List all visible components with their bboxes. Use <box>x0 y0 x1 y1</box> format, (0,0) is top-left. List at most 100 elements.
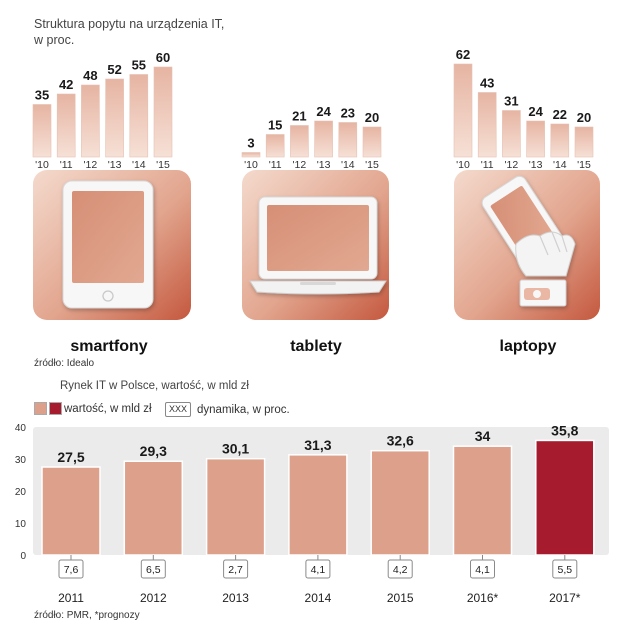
dynamics-box-4 <box>387 559 413 579</box>
tick-label-tablety-4: '14 <box>341 159 355 171</box>
bar-tablety-2 <box>290 125 309 158</box>
tick-label-smartfony-4: '14 <box>132 159 146 171</box>
bar-smartfony-1 <box>56 93 76 158</box>
value-label-market-1: 29,3 <box>140 443 167 459</box>
value-label-smartfony-1: 42 <box>59 77 73 92</box>
value-label-tablety-2: 21 <box>292 109 306 124</box>
bar-smartfony-5 <box>153 66 173 158</box>
dynamics-label-4: 4,2 <box>393 564 408 576</box>
value-label-market-3: 31,3 <box>304 437 331 453</box>
value-label-market-6: 35,8 <box>551 422 578 438</box>
bar-market-2016* <box>452 445 513 556</box>
tick-label-smartfony-5: '15 <box>156 159 170 171</box>
value-label-smartfony-5: 60 <box>156 50 170 65</box>
x-tick-label-4: 2015 <box>387 591 414 605</box>
tick-label-smartfony-0: '10 <box>35 159 49 171</box>
bar-smartfony-0 <box>32 104 52 158</box>
y-tick-label-4: 40 <box>15 423 27 434</box>
laptopy-tile <box>454 170 600 320</box>
market-chart-title: Rynek IT w Polsce, wartość, w mld zł <box>60 380 249 392</box>
legend-dynamics-label: dynamika, w proc. <box>197 403 290 416</box>
tick-label-laptopy-2: '12 <box>505 159 519 171</box>
bar-laptopy-5 <box>574 126 594 158</box>
laptop-icon <box>249 196 387 295</box>
legend-value: wartość, w mld zł <box>34 402 152 415</box>
value-label-smartfony-0: 35 <box>35 88 49 103</box>
value-label-smartfony-3: 52 <box>107 62 121 77</box>
value-label-tablety-5: 20 <box>365 110 379 125</box>
bar-tablety-1 <box>265 134 285 158</box>
tick-label-laptopy-1: '11 <box>481 159 494 171</box>
value-label-smartfony-2: 48 <box>83 68 97 83</box>
bar-smartfony-3 <box>105 78 124 158</box>
x-tick-label-3: 2014 <box>305 591 332 605</box>
dynamics-label-2: 2,7 <box>228 564 243 576</box>
y-tick-label-1: 10 <box>15 519 27 530</box>
source-note-top: źródło: Idealo <box>34 358 95 369</box>
bar-laptopy-2 <box>502 110 521 158</box>
dynamics-label-6: 5,5 <box>557 564 572 576</box>
dynamics-box-5 <box>470 559 495 579</box>
bar-smartfony-4 <box>129 74 149 158</box>
value-label-tablety-0: 3 <box>247 136 254 151</box>
bar-tablety-3 <box>314 120 333 158</box>
dynamics-label-5: 4,1 <box>475 564 490 576</box>
y-tick-label-0: 0 <box>20 551 26 562</box>
tick-label-tablety-0: '10 <box>244 159 258 171</box>
bar-market-2015 <box>370 449 430 556</box>
bar-tablety-4 <box>338 122 358 158</box>
bar-market-2014 <box>288 454 348 556</box>
value-label-market-4: 32,6 <box>387 433 414 449</box>
x-tick-label-6: 2017* <box>549 591 581 605</box>
tick-label-laptopy-3: '13 <box>529 159 543 171</box>
dynamics-box-3 <box>305 559 331 579</box>
value-label-laptopy-0: 62 <box>456 47 470 62</box>
bar-laptopy-0 <box>453 63 473 158</box>
bar-laptopy-1 <box>477 92 497 158</box>
tick-label-smartfony-2: '12 <box>84 159 98 171</box>
bar-market-2012 <box>123 460 184 556</box>
bar-laptopy-4 <box>550 123 570 158</box>
bar-tablety-5 <box>362 126 382 158</box>
dynamics-label-0: 7,6 <box>64 564 79 576</box>
tablet-device-icon <box>62 180 154 309</box>
tick-label-tablety-2: '12 <box>293 159 307 171</box>
value-label-laptopy-2: 31 <box>504 94 518 109</box>
value-label-laptopy-3: 24 <box>528 104 543 119</box>
dynamics-label-1: 6,5 <box>146 564 161 576</box>
tick-label-tablety-5: '15 <box>365 159 379 171</box>
bar-market-2013 <box>205 457 266 556</box>
tick-label-smartfony-3: '13 <box>108 159 122 171</box>
value-label-market-2: 30,1 <box>222 441 249 457</box>
demand-structure-charts: 35 '10 42 '11 48 '12 52 '13 55 '14 60 '15 3 '10 15 '11 2… <box>32 47 600 355</box>
legend-value-label: wartość, w mld zł <box>64 402 152 415</box>
legend-dynamics-box: XXX <box>165 402 192 417</box>
tablety-tile <box>242 170 389 320</box>
x-tick-label-2: 2013 <box>222 591 249 605</box>
tick-label-laptopy-0: '10 <box>456 159 470 171</box>
value-label-market-0: 27,5 <box>57 449 84 465</box>
value-label-market-5: 34 <box>475 428 491 444</box>
value-label-tablety-1: 15 <box>268 118 282 133</box>
dynamics-box-0 <box>58 559 84 579</box>
hand-smartphone-icon <box>481 175 576 307</box>
y-tick-label-2: 20 <box>15 487 27 498</box>
smartfony-tile <box>33 170 191 320</box>
chart-label-smartfony: smartfony <box>70 338 147 355</box>
legend-swatch-light <box>34 402 47 415</box>
bar-market-2017* <box>535 439 595 556</box>
source-note-bottom: źródło: PMR, *prognozy <box>34 610 140 621</box>
dynamics-box-1 <box>140 559 166 579</box>
bar-market-2011 <box>41 466 101 556</box>
chart-label-tablety: tablety <box>290 338 342 355</box>
bar-laptopy-3 <box>526 120 545 158</box>
value-label-laptopy-4: 22 <box>553 107 567 122</box>
value-label-tablety-3: 24 <box>316 104 331 119</box>
x-tick-label-1: 2012 <box>140 591 167 605</box>
x-tick-label-0: 2011 <box>58 591 84 605</box>
tick-label-tablety-3: '13 <box>317 159 331 171</box>
tick-label-smartfony-1: '11 <box>60 159 73 171</box>
tick-label-laptopy-4: '14 <box>553 159 567 171</box>
value-label-laptopy-1: 43 <box>480 76 494 91</box>
